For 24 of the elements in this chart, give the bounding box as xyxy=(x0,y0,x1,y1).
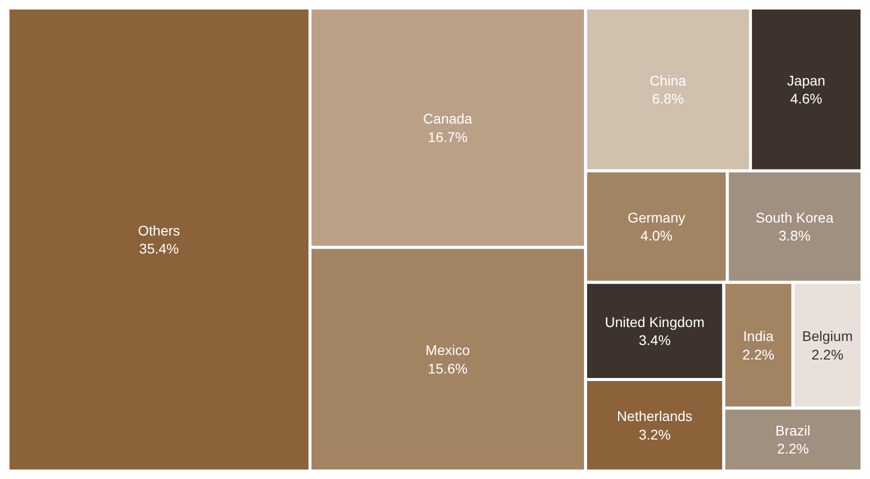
category-label: United Kingdom xyxy=(604,314,704,330)
category-label: Germany xyxy=(628,210,686,226)
category-label: Japan xyxy=(787,72,826,88)
data-label: 3.4% xyxy=(638,332,671,348)
category-label: Canada xyxy=(423,110,472,127)
data-label: 2.2% xyxy=(811,346,844,362)
data-label: 3.2% xyxy=(638,426,671,442)
data-label: 4.6% xyxy=(790,90,822,107)
data-label: 2.2% xyxy=(742,346,774,362)
data-label: 2.2% xyxy=(776,440,809,457)
category-label: Mexico xyxy=(426,342,470,358)
category-label: Others xyxy=(138,222,180,238)
category-label: South Korea xyxy=(756,210,834,226)
data-label: 3.8% xyxy=(778,228,811,244)
category-label: India xyxy=(743,328,774,344)
data-label: 15.6% xyxy=(428,360,468,376)
data-label: 4.0% xyxy=(640,228,672,244)
category-label: Brazil xyxy=(775,422,810,438)
data-label: 35.4% xyxy=(139,240,179,257)
data-label: 16.7% xyxy=(428,128,468,145)
data-label: 6.8% xyxy=(652,90,684,107)
category-label: Netherlands xyxy=(616,408,692,424)
category-label: Belgium xyxy=(802,328,853,344)
category-label: China xyxy=(650,72,686,88)
